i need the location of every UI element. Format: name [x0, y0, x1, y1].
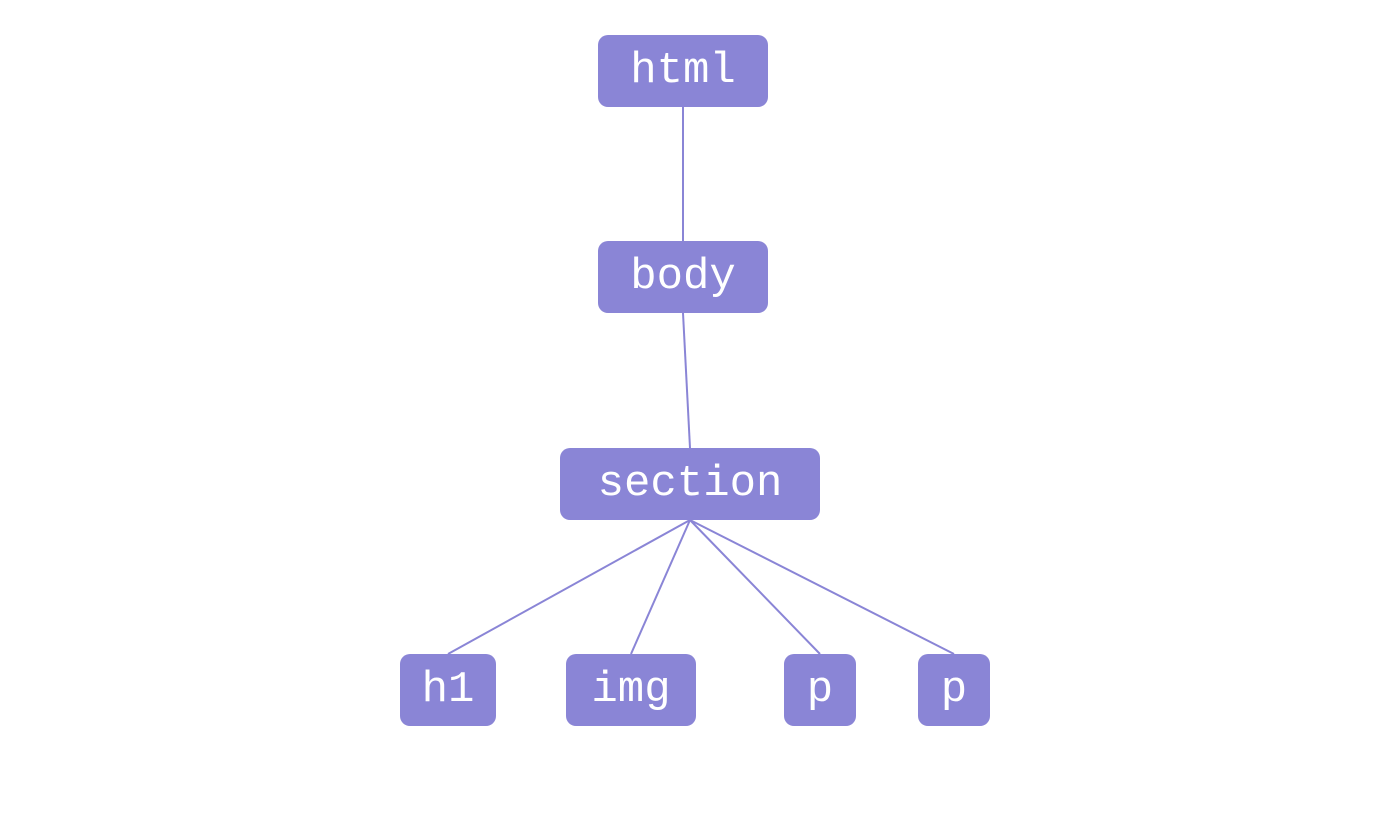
tree-node-p1: p — [784, 654, 856, 726]
tree-node-label: html — [630, 46, 736, 96]
tree-node-label: h1 — [422, 665, 475, 715]
tree-edge — [690, 520, 820, 654]
tree-node-p2: p — [918, 654, 990, 726]
tree-node-img: img — [566, 654, 696, 726]
tree-node-html: html — [598, 35, 768, 107]
dom-tree-diagram: html body section h1 img p p — [0, 0, 1386, 816]
tree-node-label: img — [591, 665, 670, 715]
tree-node-label: section — [598, 459, 783, 509]
tree-node-label: body — [630, 252, 736, 302]
tree-edge — [631, 520, 690, 654]
tree-node-section: section — [560, 448, 820, 520]
tree-edge — [690, 520, 954, 654]
tree-node-h1: h1 — [400, 654, 496, 726]
tree-node-label: p — [807, 665, 833, 715]
tree-edge — [448, 520, 690, 654]
tree-node-body: body — [598, 241, 768, 313]
tree-node-label: p — [941, 665, 967, 715]
tree-edge — [683, 313, 690, 448]
